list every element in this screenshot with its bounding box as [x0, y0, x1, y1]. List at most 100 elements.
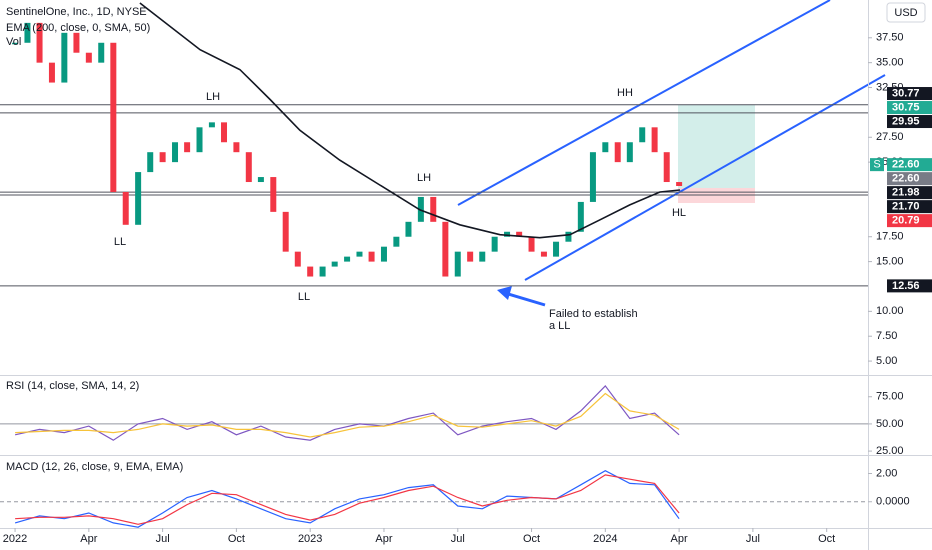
price-bar — [135, 172, 142, 225]
price-bar — [663, 152, 670, 183]
price-bar — [540, 251, 547, 257]
currency-button[interactable] — [886, 2, 926, 23]
price-level-label: 30.75 — [892, 101, 920, 113]
price-bar — [639, 127, 646, 143]
price-bar — [553, 241, 560, 257]
annotation: LH — [417, 172, 431, 184]
price-bar — [368, 251, 375, 262]
y-tick-label: 27.50 — [876, 131, 904, 143]
price-bar — [245, 152, 252, 183]
price-bar — [614, 142, 621, 163]
price-bar — [516, 231, 523, 237]
price-bar — [651, 127, 658, 153]
y-tick-label: 25.00 — [876, 445, 904, 457]
pane-title: RSI (14, close, SMA, 14, 2) — [6, 380, 139, 392]
series-line — [139, 2, 681, 239]
y-tick-label: 10.00 — [876, 305, 904, 317]
price-bar — [122, 191, 129, 225]
currency[interactable]: USD — [894, 7, 917, 19]
axis-layer: 2022 Apr Jul Oct 2023 Apr Jul Oct 2024 Apr Jul Oct 3… — [3, 32, 932, 545]
target-zone — [678, 105, 755, 188]
price-bar — [172, 142, 179, 163]
price-bar — [147, 152, 154, 173]
price-bar — [98, 42, 105, 63]
annotation: HH — [617, 87, 633, 99]
price-bar — [61, 32, 68, 83]
price-level-label: 21.70 — [892, 201, 920, 213]
symbol-title: SentinelOne, Inc., 1D, NYSE — [6, 6, 147, 18]
annotation: LH — [206, 91, 220, 103]
x-tick-label: Jul — [156, 533, 170, 545]
note: a LL — [549, 320, 570, 332]
series-line — [15, 474, 680, 525]
x-tick-label: Apr — [375, 533, 392, 545]
price-bar — [602, 142, 609, 153]
pane-marks — [14, 384, 680, 441]
x-tick-label: Jul — [451, 533, 465, 545]
price-bar — [577, 201, 584, 232]
y-tick-label: 0.0000 — [876, 496, 910, 508]
price-level-label: 22.60 — [892, 159, 920, 171]
note: Failed to establish — [549, 308, 638, 320]
y-tick-label: 35.00 — [876, 57, 904, 69]
price-bar — [196, 127, 203, 153]
y-tick-label: 15.00 — [876, 256, 904, 268]
price-bar — [479, 251, 486, 262]
price-bar — [430, 196, 437, 222]
price-level-label-bg — [887, 101, 932, 115]
channel-upper — [457, 0, 831, 206]
price-bar — [294, 251, 301, 267]
price-bar — [442, 221, 449, 277]
price-level-label-bg — [887, 87, 932, 101]
price-bar — [233, 142, 240, 153]
price-level-label-bg — [887, 172, 932, 186]
series-line — [14, 470, 680, 528]
marks-layer — [12, 2, 683, 528]
price-bar — [36, 22, 43, 63]
x-tick-label: Apr — [80, 533, 97, 545]
pane-title: MACD (12, 26, close, 9, EMA, EMA) — [6, 461, 183, 473]
x-tick-label: 2024 — [593, 533, 617, 545]
y-tick-label: 7.50 — [876, 330, 897, 342]
price-bar — [380, 246, 387, 262]
price-bar — [504, 231, 511, 237]
price-bar — [221, 122, 228, 143]
x-tick-label: 2022 — [3, 533, 27, 545]
price-bar — [110, 42, 117, 192]
symbol-badge — [870, 158, 884, 172]
y-tick-label: 75.00 — [876, 391, 904, 403]
price-level-label-bg — [887, 200, 932, 214]
price-bar — [626, 142, 633, 163]
annotation: HL — [672, 207, 686, 219]
series-line — [15, 392, 680, 438]
x-tick-label: Oct — [228, 533, 245, 545]
price-level-label-bg — [887, 214, 932, 228]
y-tick-label: 5.00 — [876, 355, 897, 367]
price-bar — [73, 32, 80, 53]
annotation: LL — [114, 236, 126, 248]
price-bar — [48, 62, 55, 83]
y-tick-label: 17.50 — [876, 231, 904, 243]
stop-zone — [678, 188, 755, 203]
volume-label: Vol — [6, 36, 21, 48]
price-bar — [24, 22, 31, 43]
price-bar — [356, 251, 363, 257]
price-bar — [319, 266, 326, 277]
x-tick-label: 2023 — [298, 533, 322, 545]
price-bar — [307, 266, 314, 277]
price-bar — [85, 52, 92, 63]
x-tick-label: Apr — [671, 533, 688, 545]
price-bar — [184, 142, 191, 153]
price-bar — [282, 211, 289, 252]
price-level-label: 22.60 — [892, 173, 920, 185]
channel-lower — [524, 74, 886, 281]
x-tick-label: Oct — [818, 533, 835, 545]
price-bar — [270, 177, 277, 212]
price-level-label: 12.56 — [892, 280, 920, 292]
price-bar — [454, 251, 461, 277]
price-level-label: 21.98 — [892, 187, 920, 199]
price-bar — [589, 152, 596, 202]
grid-layer — [0, 104, 868, 503]
